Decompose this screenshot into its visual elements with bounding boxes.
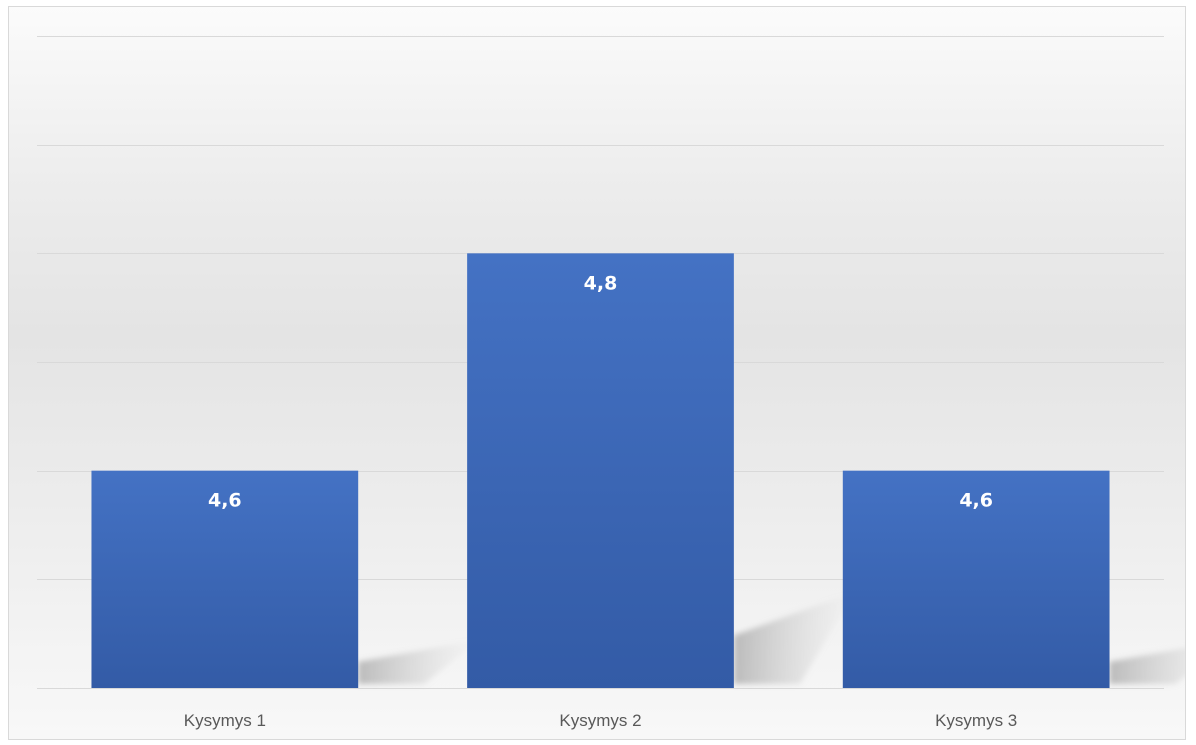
chart-area: 4,6 4,8 4,6 Kysymys 1 Kysymys 2 Kysymys 3 <box>8 6 1186 740</box>
bar-2 <box>467 253 734 689</box>
data-label-3: 4,6 <box>959 490 993 512</box>
bar-shadows <box>358 592 1185 684</box>
bar-shadow <box>1109 648 1185 684</box>
data-labels: 4,6 4,8 4,6 <box>208 272 993 511</box>
bar-shadow <box>733 592 854 684</box>
bar-3 <box>842 470 1110 688</box>
bar-shadow <box>358 640 479 684</box>
data-label-2: 4,8 <box>584 272 618 294</box>
bar-chart: 4,6 4,8 4,6 Kysymys 1 Kysymys 2 Kysymys 3 <box>37 36 1185 730</box>
category-label-1: Kysymys 1 <box>184 711 266 730</box>
category-axis: Kysymys 1 Kysymys 2 Kysymys 3 <box>184 711 1018 730</box>
category-label-3: Kysymys 3 <box>935 711 1017 730</box>
category-label-2: Kysymys 2 <box>559 711 641 730</box>
bars <box>91 253 1110 689</box>
bar-1 <box>91 470 359 688</box>
data-label-1: 4,6 <box>208 490 242 512</box>
